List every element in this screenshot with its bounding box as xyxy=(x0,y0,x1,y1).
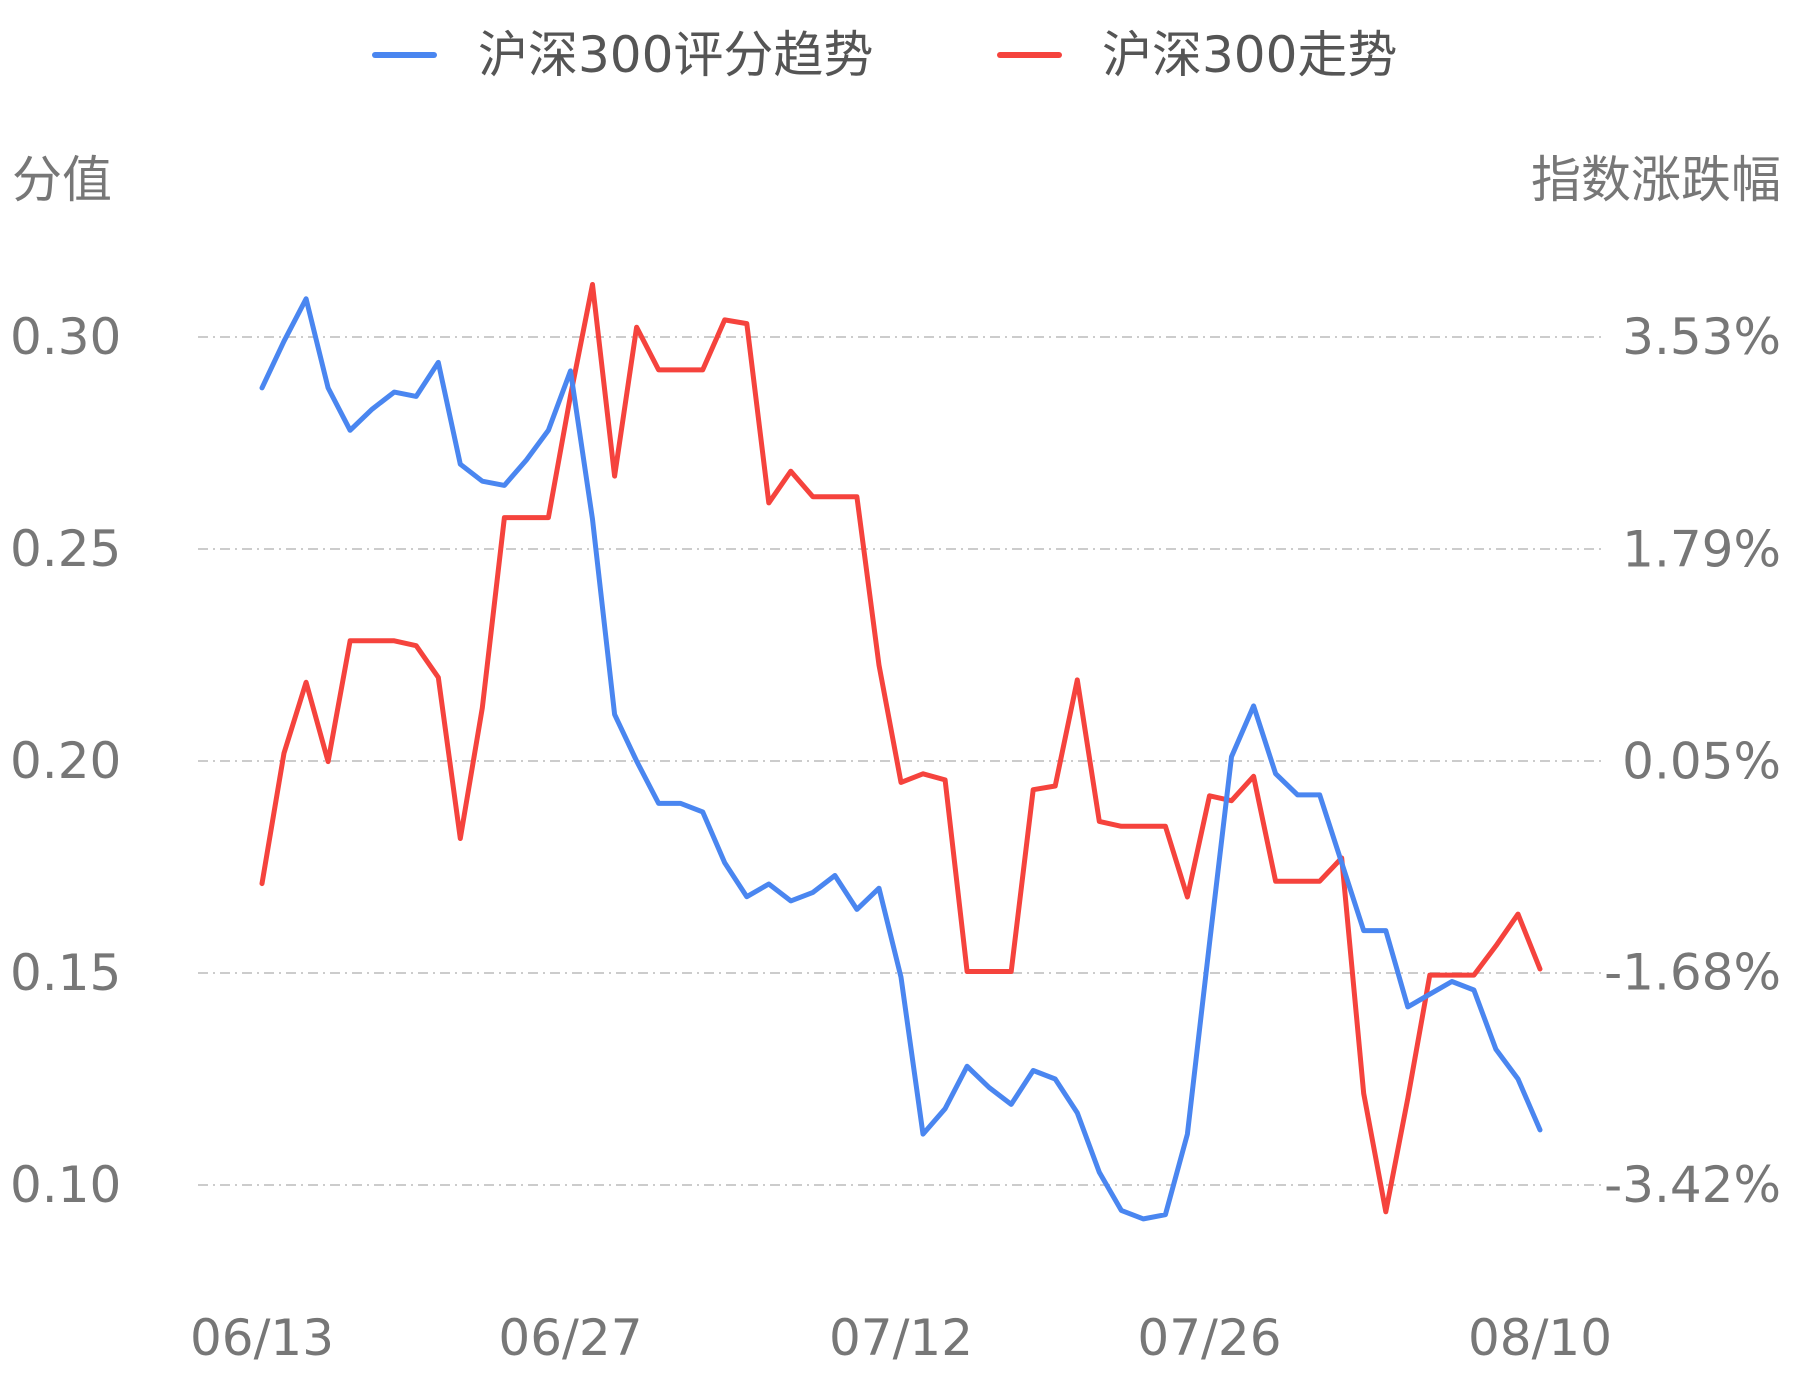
left-tick-label: 0.25 xyxy=(10,520,121,578)
legend: 沪深300评分趋势 沪深300走势 xyxy=(372,26,1397,84)
left-tick-label: 0.30 xyxy=(10,308,121,366)
right-axis-title: 指数涨跌幅 xyxy=(1531,151,1781,209)
right-tick-label: 1.79% xyxy=(1622,520,1781,578)
score-series-line xyxy=(259,296,1543,1222)
right-tick-label: -1.68% xyxy=(1604,944,1781,1002)
right-tick-label: -3.42% xyxy=(1604,1156,1781,1214)
left-tick-label: 0.15 xyxy=(10,944,121,1002)
x-tick-label: 06/27 xyxy=(498,1309,642,1367)
x-tick-label: 07/12 xyxy=(829,1309,973,1367)
left-axis-ticks: 0.30 0.25 0.20 0.15 0.10 xyxy=(10,308,121,1214)
series xyxy=(259,282,1543,1222)
x-tick-label: 08/10 xyxy=(1468,1309,1612,1367)
right-tick-label: 3.53% xyxy=(1622,308,1781,366)
left-tick-label: 0.20 xyxy=(10,732,121,790)
x-axis-ticks: 06/13 06/27 07/12 07/26 08/10 xyxy=(190,1309,1612,1367)
legend-index-label: 沪深300走势 xyxy=(1102,26,1397,84)
gridlines xyxy=(198,336,1605,1186)
legend-score-label: 沪深300评分趋势 xyxy=(478,26,873,84)
right-tick-label: 0.05% xyxy=(1622,733,1781,791)
index-series-line xyxy=(259,282,1543,1215)
left-axis-title: 分值 xyxy=(12,151,112,209)
x-tick-label: 07/26 xyxy=(1137,1309,1281,1367)
left-tick-label: 0.10 xyxy=(10,1156,121,1214)
x-tick-label: 06/13 xyxy=(190,1309,334,1367)
right-axis-ticks: 3.53% 1.79% 0.05% -1.68% -3.42% xyxy=(1604,308,1781,1214)
